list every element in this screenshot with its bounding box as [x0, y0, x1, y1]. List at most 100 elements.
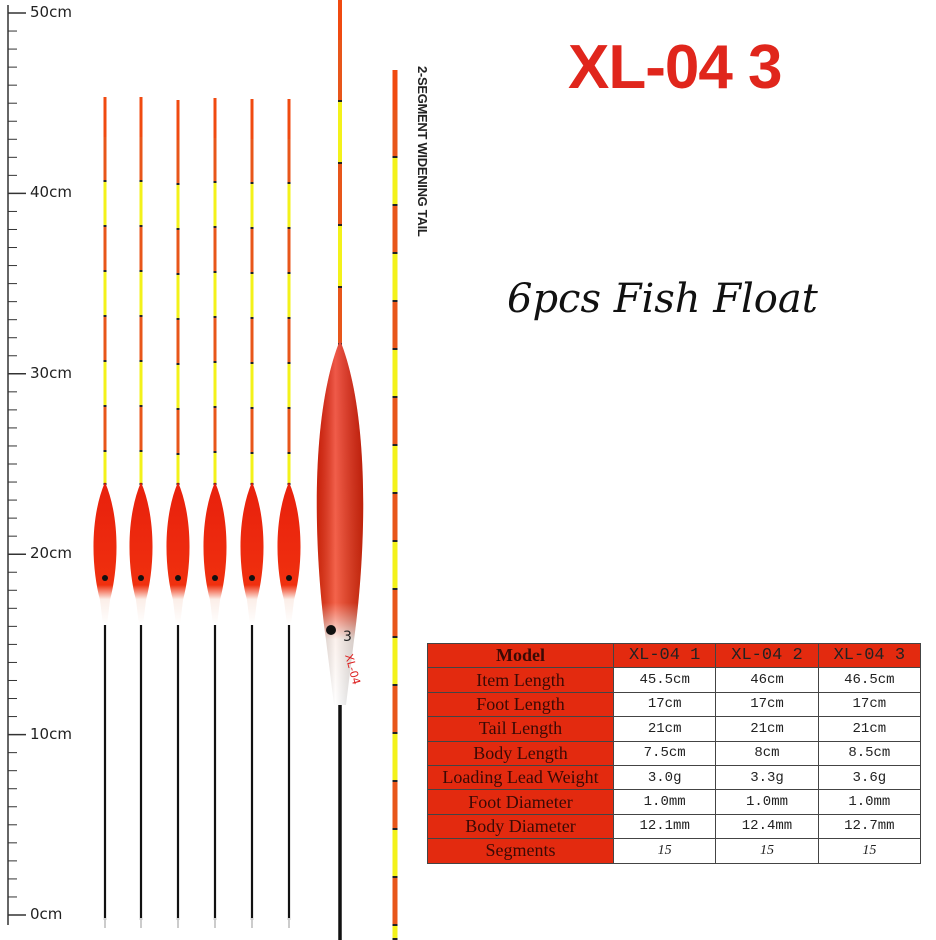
tail-mark: [250, 272, 254, 274]
tail-segment: [176, 185, 180, 230]
ruler-label: 20cm: [30, 544, 72, 563]
tail-segment: [139, 227, 143, 272]
product-subtitle: 6pcs Fish Float: [507, 276, 818, 322]
tail-segment: [287, 319, 291, 364]
tail-segment: [338, 102, 342, 164]
table-row: Foot Diameter 1.0mm 1.0mm 1.0mm: [427, 789, 922, 815]
tail-mark: [139, 315, 143, 317]
float-dot: [286, 575, 292, 581]
tail-mark: [250, 452, 254, 454]
tail-mark: [392, 252, 398, 254]
tail-tip: [392, 70, 398, 110]
tail-mark: [392, 732, 398, 734]
tail-segment: [139, 182, 143, 227]
row-label: Segments: [427, 838, 614, 864]
tail-segment: [287, 229, 291, 274]
tail-mark: [287, 452, 291, 454]
table-row: Foot Length 17cm 17cm 17cm: [427, 691, 922, 718]
tail-segment: [392, 158, 398, 206]
tail-segment: [176, 365, 180, 410]
table-cell: 46.5cm: [817, 667, 922, 693]
tail-segment: [392, 350, 398, 398]
tail-mark: [139, 450, 143, 452]
float-dot: [102, 575, 108, 581]
table-cell: 21cm: [817, 716, 922, 742]
tail-mark: [250, 182, 254, 184]
tail-mark: [392, 828, 398, 830]
tail-segment: [392, 686, 398, 734]
table-cell: 3.0g: [612, 764, 717, 791]
tail-segment: [139, 452, 143, 485]
tail-segment: [392, 542, 398, 590]
float-dot: [212, 575, 218, 581]
tail-segment: [338, 226, 342, 288]
tail-segment: [103, 317, 107, 362]
table-cell: 3.6g: [817, 764, 922, 791]
tail-segment: [213, 183, 217, 228]
tail-mark: [392, 924, 398, 926]
table-cell: 1.0mm: [817, 789, 922, 815]
spec-table: Model XL-04 1 XL-04 2 XL-04 3 Item Lengt…: [427, 642, 922, 864]
tail-segment: [139, 317, 143, 362]
header-xl04-1: XL-04 1: [612, 642, 717, 669]
tail-mark: [139, 180, 143, 182]
tail-mark: [176, 183, 180, 185]
table-cell: 7.5cm: [612, 740, 717, 766]
big-float-shade: [316, 340, 364, 705]
row-label: Tail Length: [427, 716, 614, 742]
header-xl04-2: XL-04 2: [715, 642, 819, 669]
tail-segment: [139, 272, 143, 317]
tail-mark: [250, 317, 254, 319]
tail-segment: [250, 364, 254, 409]
tail-mark: [392, 684, 398, 686]
float-dot: [138, 575, 144, 581]
table-cell: 12.1mm: [612, 813, 717, 840]
tail-mark: [392, 348, 398, 350]
tail-segment: [176, 455, 180, 485]
tail-mark: [250, 362, 254, 364]
table-cell: 8.5cm: [817, 740, 922, 766]
table-cell: 8cm: [715, 740, 819, 766]
row-label: Foot Length: [427, 691, 614, 718]
table-cell: 15: [612, 838, 717, 864]
tail-mark: [139, 225, 143, 227]
table-row: Body Diameter 12.1mm 12.4mm 12.7mm: [427, 813, 922, 840]
tail-segment: [103, 182, 107, 227]
tail-segment: [392, 446, 398, 494]
tail-segment: [139, 137, 143, 182]
tail-segment: [392, 830, 398, 878]
tail-mark: [213, 451, 217, 453]
table-cell: 21cm: [715, 716, 819, 742]
tail-mark: [103, 225, 107, 227]
tail-segment: [250, 184, 254, 229]
tail-segment: [250, 409, 254, 454]
tail-segment: [176, 230, 180, 275]
big-float-number: 3: [343, 629, 352, 645]
tail-mark: [338, 286, 342, 288]
tail-segment: [213, 318, 217, 363]
tail-mark: [176, 228, 180, 230]
ruler: [7, 5, 26, 925]
tail-segment: [392, 926, 398, 940]
tail-mark: [213, 406, 217, 408]
ruler-label: 50cm: [30, 3, 72, 21]
tail-mark: [392, 156, 398, 158]
tail-mark: [103, 360, 107, 362]
row-label: Foot Diameter: [427, 789, 614, 815]
table-cell: 12.7mm: [817, 813, 922, 840]
table-cell: 3.3g: [715, 764, 819, 791]
tail-tip: [250, 99, 254, 139]
tail-segment: [139, 362, 143, 407]
tail-mark: [392, 938, 398, 940]
tail-segment: [176, 140, 180, 185]
table-cell: 12.4mm: [715, 813, 819, 840]
float-dot: [249, 575, 255, 581]
tail-mark: [213, 271, 217, 273]
tail-segment: [392, 638, 398, 686]
tail-segment: [213, 138, 217, 183]
tail-segment: [103, 407, 107, 452]
tail-mark: [176, 363, 180, 365]
tail-mark: [103, 180, 107, 182]
tail-segment: [392, 494, 398, 542]
table-cell: 46cm: [715, 667, 819, 693]
